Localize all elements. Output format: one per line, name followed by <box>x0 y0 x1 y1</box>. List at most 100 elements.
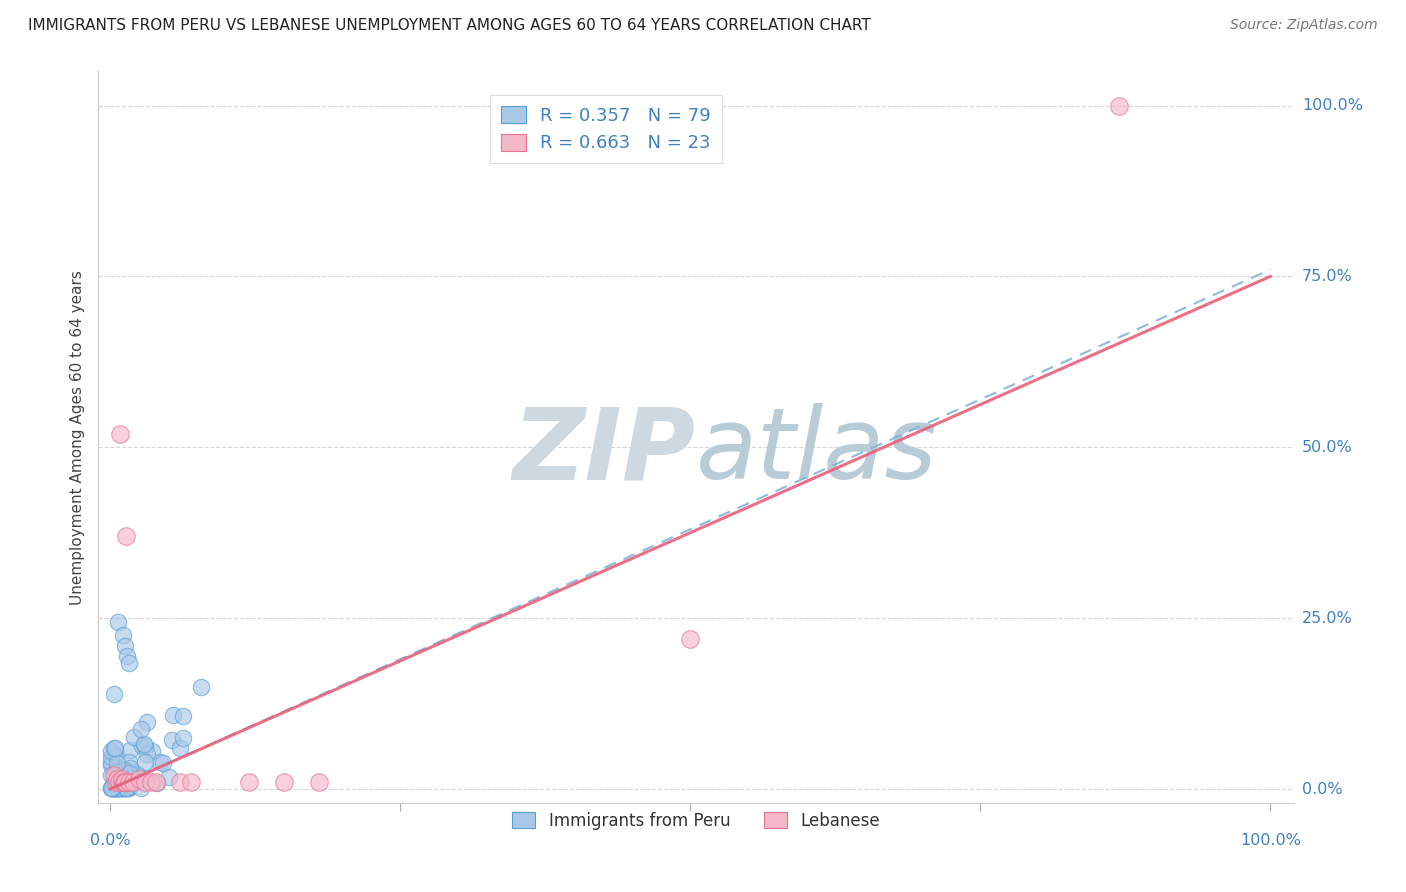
Point <box>105 772 128 786</box>
Point <box>136 714 159 729</box>
Point <box>100 781 122 796</box>
Point <box>129 781 152 796</box>
Point <box>111 772 134 786</box>
Point <box>105 748 128 763</box>
Point <box>169 775 191 789</box>
Point <box>132 737 155 751</box>
Point <box>100 768 122 782</box>
Point <box>105 781 128 796</box>
Point <box>101 781 124 796</box>
Point <box>115 781 138 796</box>
Point <box>105 765 128 780</box>
Point <box>118 780 141 794</box>
Text: 0.0%: 0.0% <box>1302 781 1343 797</box>
Point <box>112 775 135 789</box>
Point <box>108 775 131 789</box>
Point <box>180 775 202 789</box>
Point <box>679 632 702 646</box>
Point <box>238 775 260 789</box>
Point <box>104 775 127 789</box>
Point <box>149 755 172 769</box>
Point <box>134 775 156 789</box>
Point <box>127 767 149 781</box>
Point <box>114 772 136 787</box>
Point <box>100 781 122 796</box>
Text: 100.0%: 100.0% <box>1240 833 1301 848</box>
Point <box>118 781 141 796</box>
Point <box>111 628 134 642</box>
Text: IMMIGRANTS FROM PERU VS LEBANESE UNEMPLOYMENT AMONG AGES 60 TO 64 YEARS CORRELAT: IMMIGRANTS FROM PERU VS LEBANESE UNEMPLO… <box>28 18 870 33</box>
Point <box>101 781 124 796</box>
Point <box>103 781 125 796</box>
Point <box>114 781 136 796</box>
Point <box>103 768 125 782</box>
Text: 0.0%: 0.0% <box>90 833 131 848</box>
Point <box>110 426 132 441</box>
Point <box>131 739 153 753</box>
Point <box>103 687 125 701</box>
Point <box>105 756 128 771</box>
Point <box>108 781 131 796</box>
Point <box>117 656 139 670</box>
Point <box>108 781 131 796</box>
Point <box>111 775 134 789</box>
Point <box>112 763 135 777</box>
Point <box>169 740 191 755</box>
Point <box>118 743 141 757</box>
Point <box>152 756 174 771</box>
Point <box>103 781 125 796</box>
Point <box>1108 98 1130 112</box>
Text: 100.0%: 100.0% <box>1302 98 1362 113</box>
Point <box>115 529 138 543</box>
Point <box>103 779 125 793</box>
Point <box>129 722 152 736</box>
Point <box>107 771 129 785</box>
Point <box>172 708 194 723</box>
Point <box>100 755 122 769</box>
Point <box>114 781 136 796</box>
Point <box>162 707 184 722</box>
Point <box>111 781 134 796</box>
Point <box>122 775 145 789</box>
Text: atlas: atlas <box>696 403 938 500</box>
Point <box>146 776 169 790</box>
Point <box>111 781 134 796</box>
Point <box>103 747 125 762</box>
Point <box>100 744 122 758</box>
Point <box>107 781 129 796</box>
Legend: Immigrants from Peru, Lebanese: Immigrants from Peru, Lebanese <box>503 804 889 838</box>
Y-axis label: Unemployment Among Ages 60 to 64 years: Unemployment Among Ages 60 to 64 years <box>69 269 84 605</box>
Point <box>128 772 150 786</box>
Point <box>104 740 127 755</box>
Text: 50.0%: 50.0% <box>1302 440 1353 455</box>
Point <box>139 775 162 789</box>
Point <box>141 744 163 758</box>
Point <box>101 781 124 796</box>
Point <box>145 775 167 789</box>
Point <box>111 781 134 796</box>
Point <box>100 758 122 772</box>
Point <box>157 770 180 784</box>
Point <box>135 747 157 761</box>
Point <box>114 639 136 653</box>
Point <box>172 731 194 745</box>
Point <box>110 781 132 796</box>
Point <box>118 765 141 780</box>
Point <box>104 769 127 783</box>
Point <box>101 780 124 794</box>
Point <box>107 781 129 796</box>
Point <box>114 775 136 789</box>
Point <box>134 755 156 769</box>
Text: 25.0%: 25.0% <box>1302 611 1353 625</box>
Point <box>104 781 127 796</box>
Point <box>117 648 139 663</box>
Text: ZIP: ZIP <box>513 403 696 500</box>
Point <box>190 681 212 695</box>
Point <box>160 733 183 747</box>
Point <box>107 615 129 629</box>
Point <box>108 776 131 790</box>
Point <box>118 755 141 769</box>
Point <box>308 775 330 789</box>
Point <box>115 781 138 796</box>
Point <box>273 775 295 789</box>
